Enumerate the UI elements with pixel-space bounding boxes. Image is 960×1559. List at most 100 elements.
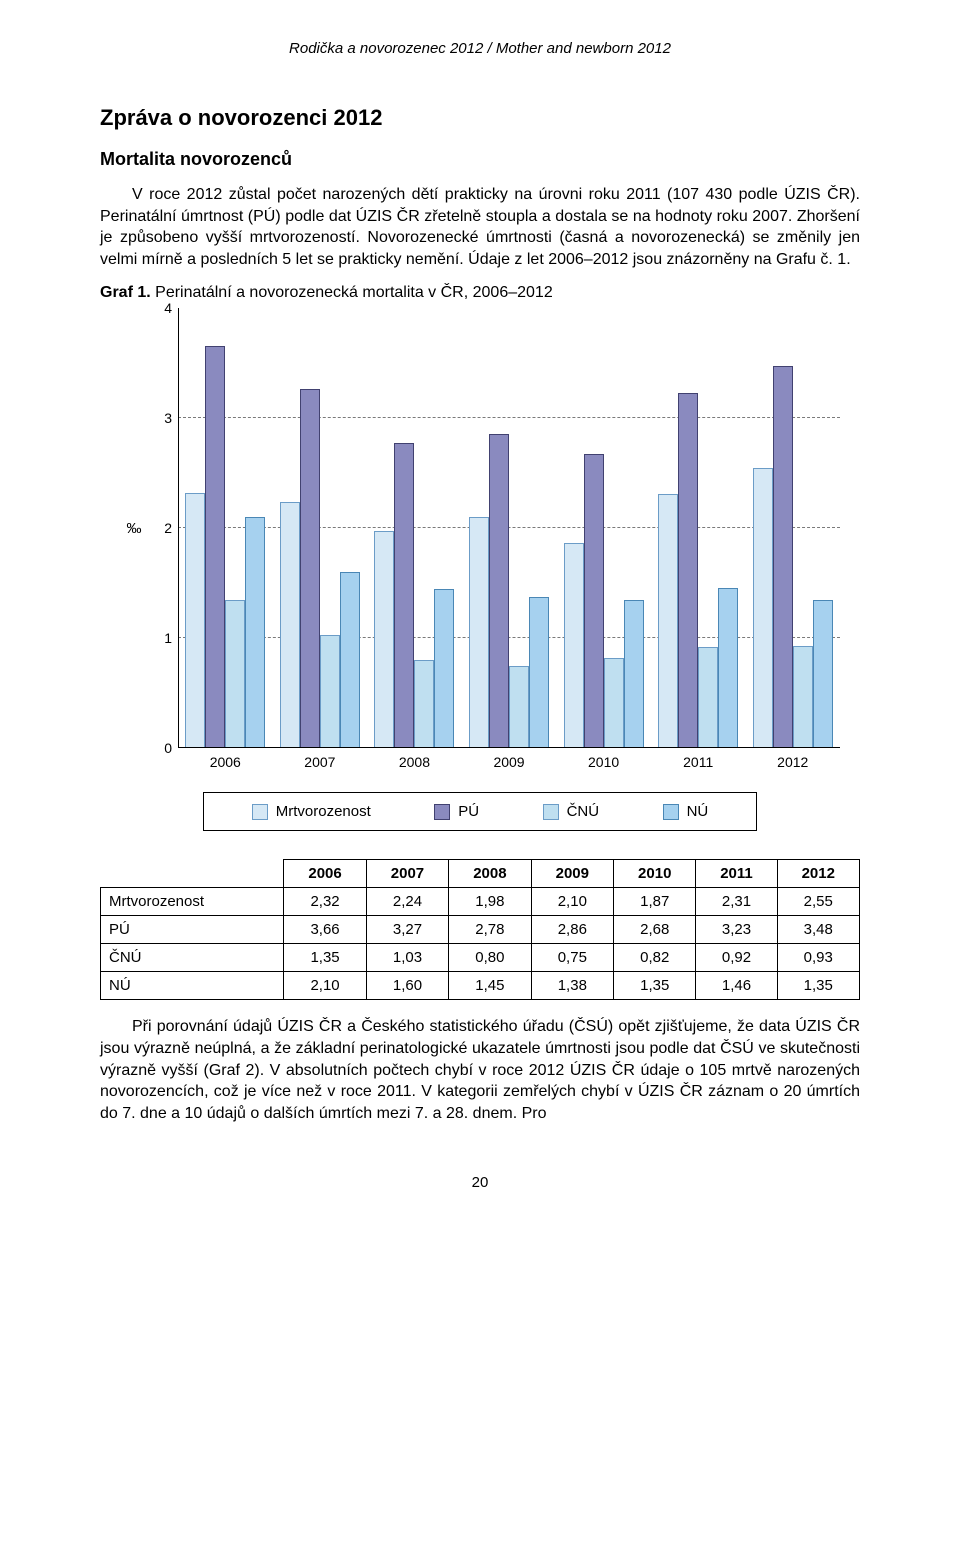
table-cell: 1,87 xyxy=(614,888,696,916)
bar-pu xyxy=(489,434,509,749)
bar-group xyxy=(556,308,651,748)
page: Rodička a novorozenec 2012 / Mother and … xyxy=(0,0,960,1251)
table-row: Mrtvorozenost2,322,241,982,101,872,312,5… xyxy=(101,888,860,916)
bar-mrtv xyxy=(469,517,489,748)
legend-item-nu: NÚ xyxy=(663,803,709,820)
x-tick-label: 2009 xyxy=(462,748,557,770)
bar-nu xyxy=(718,588,738,749)
table-row-header: PÚ xyxy=(101,916,284,944)
legend-swatch xyxy=(252,804,268,820)
table-cell: 1,35 xyxy=(284,944,366,972)
table-cell: 2,24 xyxy=(366,888,448,916)
table-header-blank xyxy=(101,860,284,888)
chart-plot-row: ‰ 01234 xyxy=(120,308,840,748)
x-tick-label: 2007 xyxy=(273,748,368,770)
table-cell: 3,66 xyxy=(284,916,366,944)
page-title: Zpráva o novorozenci 2012 xyxy=(100,105,860,131)
section-title: Mortalita novorozenců xyxy=(100,149,860,170)
table-row-header: ČNÚ xyxy=(101,944,284,972)
plot-area xyxy=(178,308,840,748)
legend-label: NÚ xyxy=(687,803,709,820)
bar-pu xyxy=(773,366,793,749)
bar-group xyxy=(273,308,368,748)
table-header-row: 2006200720082009201020112012 xyxy=(101,860,860,888)
y-tick-label: 1 xyxy=(150,630,172,646)
table-column-header: 2010 xyxy=(614,860,696,888)
bar-nu xyxy=(340,572,360,748)
table-cell: 2,78 xyxy=(449,916,531,944)
legend-swatch xyxy=(543,804,559,820)
bar-pu xyxy=(584,454,604,749)
table-cell: 0,92 xyxy=(696,944,777,972)
chart-title: Graf 1. Perinatální a novorozenecká mort… xyxy=(100,284,860,302)
bar-mrtv xyxy=(564,543,584,749)
chart-title-label: Graf 1. xyxy=(100,284,151,301)
table-column-header: 2009 xyxy=(531,860,613,888)
chart: ‰ 01234 2006200720082009201020112012 Mrt… xyxy=(120,308,840,831)
y-tick-label: 4 xyxy=(150,300,172,316)
table-row: ČNÚ1,351,030,800,750,820,920,93 xyxy=(101,944,860,972)
table-cell: 2,55 xyxy=(777,888,859,916)
y-axis-line xyxy=(178,308,179,748)
bar-group xyxy=(462,308,557,748)
x-tick-label: 2006 xyxy=(178,748,273,770)
x-tick-label: 2012 xyxy=(745,748,840,770)
table-column-header: 2006 xyxy=(284,860,366,888)
legend-label: Mrtvorozenost xyxy=(276,803,371,820)
bar-pu xyxy=(394,443,414,749)
bar-group xyxy=(745,308,840,748)
y-tick-label: 2 xyxy=(150,520,172,536)
table-cell: 0,82 xyxy=(614,944,696,972)
y-tick-label: 3 xyxy=(150,410,172,426)
body-paragraph-1: V roce 2012 zůstal počet narozených dětí… xyxy=(100,184,860,270)
table-column-header: 2008 xyxy=(449,860,531,888)
bar-group xyxy=(367,308,462,748)
table-row: NÚ2,101,601,451,381,351,461,35 xyxy=(101,972,860,1000)
bar-pu xyxy=(205,346,225,749)
legend-label: PÚ xyxy=(458,803,479,820)
table-cell: 0,93 xyxy=(777,944,859,972)
bar-cnu xyxy=(414,660,434,748)
legend-item-pu: PÚ xyxy=(434,803,479,820)
table-cell: 1,45 xyxy=(449,972,531,1000)
data-table: 2006200720082009201020112012Mrtvorozenos… xyxy=(100,859,860,1000)
y-axis-label: ‰ xyxy=(120,308,148,748)
page-number: 20 xyxy=(100,1174,860,1191)
legend-swatch xyxy=(663,804,679,820)
bar-mrtv xyxy=(658,494,678,748)
x-tick-label: 2010 xyxy=(556,748,651,770)
bar-mrtv xyxy=(374,531,394,749)
bar-nu xyxy=(245,517,265,748)
chart-title-text: Perinatální a novorozenecká mortalita v … xyxy=(155,284,553,301)
table-cell: 2,86 xyxy=(531,916,613,944)
table-cell: 2,10 xyxy=(531,888,613,916)
bar-nu xyxy=(434,589,454,749)
x-axis: 2006200720082009201020112012 xyxy=(178,748,840,770)
legend-label: ČNÚ xyxy=(567,803,600,820)
bar-pu xyxy=(300,389,320,749)
legend-item-mrtv: Mrtvorozenost xyxy=(252,803,371,820)
table-cell: 2,10 xyxy=(284,972,366,1000)
legend: Mrtvorozenost PÚ ČNÚ NÚ xyxy=(203,792,757,831)
table-cell: 1,38 xyxy=(531,972,613,1000)
table-cell: 3,27 xyxy=(366,916,448,944)
table-cell: 1,35 xyxy=(614,972,696,1000)
table-cell: 1,46 xyxy=(696,972,777,1000)
running-header: Rodička a novorozenec 2012 / Mother and … xyxy=(100,40,860,57)
table-cell: 0,80 xyxy=(449,944,531,972)
bar-cnu xyxy=(793,646,813,748)
table-cell: 1,98 xyxy=(449,888,531,916)
bar-mrtv xyxy=(185,493,205,748)
table-column-header: 2011 xyxy=(696,860,777,888)
bar-nu xyxy=(813,600,833,749)
bar-cnu xyxy=(320,635,340,748)
table-cell: 3,23 xyxy=(696,916,777,944)
table-cell: 2,68 xyxy=(614,916,696,944)
table-row-header: NÚ xyxy=(101,972,284,1000)
table-cell: 3,48 xyxy=(777,916,859,944)
table-row-header: Mrtvorozenost xyxy=(101,888,284,916)
bar-cnu xyxy=(698,647,718,748)
table-cell: 1,03 xyxy=(366,944,448,972)
bar-cnu xyxy=(604,658,624,748)
body-paragraph-2: Při porovnání údajů ÚZIS ČR a Českého st… xyxy=(100,1016,860,1124)
